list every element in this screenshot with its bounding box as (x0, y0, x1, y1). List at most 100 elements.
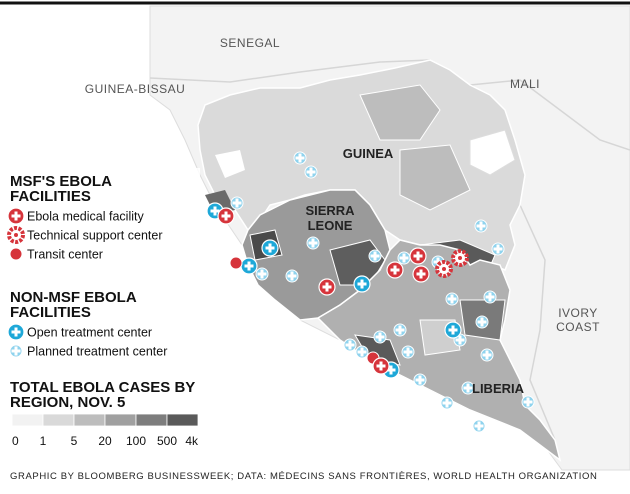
facility-markers (206, 151, 535, 433)
planned-treatment-center (343, 338, 357, 352)
scale-swatch (135, 413, 168, 427)
plus (379, 361, 383, 371)
technical-support-center (435, 260, 453, 278)
country-label: COAST (556, 320, 600, 334)
scale-label: 500 (157, 434, 177, 448)
legend-title: MSF'S EBOLA (10, 173, 112, 190)
scale-label: 5 (71, 434, 78, 448)
planned-treatment-center (9, 344, 23, 358)
plus (260, 269, 264, 279)
country-label: LEONE (308, 218, 353, 233)
planned-treatment-center (440, 396, 454, 410)
country-label: SIERRA (305, 203, 355, 218)
plus (348, 340, 352, 350)
scale-swatch (104, 413, 137, 427)
plus (224, 211, 228, 221)
planned-treatment-center (255, 267, 269, 281)
plus (458, 335, 462, 345)
planned-treatment-center (401, 345, 415, 359)
ebola-medical-facility (217, 207, 235, 225)
ebola-medical-facility (409, 247, 427, 265)
technical-support-center (7, 226, 25, 244)
legend-bg (0, 168, 200, 450)
plus (480, 317, 484, 327)
planned-treatment-center (461, 381, 475, 395)
region (469, 129, 516, 176)
plus (451, 325, 455, 335)
plus (488, 292, 492, 302)
plus (14, 327, 18, 337)
planned-treatment-center (304, 165, 318, 179)
hub (458, 256, 462, 260)
plus (526, 397, 530, 407)
planned-treatment-center (521, 395, 535, 409)
plus (325, 282, 329, 292)
plus (477, 421, 481, 431)
scale-label: 1 (40, 434, 47, 448)
country-label: GUINEA (343, 146, 394, 161)
plus (311, 238, 315, 248)
plus (496, 244, 500, 254)
legend-item: Open treatment center (27, 326, 152, 340)
plus (247, 261, 251, 271)
planned-treatment-center (355, 345, 369, 359)
plus (450, 294, 454, 304)
hub (14, 233, 18, 237)
plus (389, 365, 393, 375)
legend-item: Ebola medical facility (27, 210, 144, 224)
planned-treatment-center (293, 151, 307, 165)
planned-treatment-center (491, 242, 505, 256)
transit-center (229, 256, 243, 270)
technical-support-center (451, 249, 469, 267)
planned-treatment-center (472, 419, 486, 433)
plus (479, 221, 483, 231)
open-treatment-center (261, 239, 279, 257)
border (519, 204, 556, 441)
open-treatment-center (353, 275, 371, 293)
plus (445, 398, 449, 408)
planned-treatment-center (483, 290, 497, 304)
plus (466, 383, 470, 393)
plus (393, 265, 397, 275)
country-label: MALI (510, 77, 540, 91)
plus (485, 350, 489, 360)
ebola-medical-facility (318, 278, 336, 296)
legend-title: NON-MSF EBOLA (10, 289, 137, 306)
open-treatment-center (7, 323, 25, 341)
dot (9, 247, 23, 261)
ebola-medical-facility (7, 207, 25, 225)
plus (378, 332, 382, 342)
plus (418, 375, 422, 385)
plus (309, 167, 313, 177)
scale-label: 20 (98, 434, 112, 448)
legend-title: FACILITIES (10, 188, 91, 205)
planned-treatment-center (480, 348, 494, 362)
plus (298, 153, 302, 163)
open-treatment-center (444, 321, 462, 339)
planned-treatment-center (474, 219, 488, 233)
region (215, 150, 245, 178)
region (399, 144, 471, 211)
transit-center (9, 247, 23, 261)
country-label: SENEGAL (220, 36, 280, 50)
country-label: GUINEA-BISSAU (85, 82, 186, 96)
legend-item: Technical support center (27, 229, 163, 243)
plus (406, 347, 410, 357)
hub (442, 267, 446, 271)
planned-treatment-center (397, 251, 411, 265)
plus (360, 279, 364, 289)
planned-treatment-center (373, 330, 387, 344)
scale-swatch (73, 413, 106, 427)
legend-item: Planned treatment center (27, 345, 167, 359)
plus (213, 206, 217, 216)
border (149, 59, 431, 83)
planned-treatment-center (285, 269, 299, 283)
planned-treatment-center (413, 373, 427, 387)
country-label: IVORY (558, 306, 598, 320)
plus (14, 346, 18, 356)
open-treatment-center (240, 257, 258, 275)
ebola-medical-facility (386, 261, 404, 279)
plus (436, 257, 440, 267)
